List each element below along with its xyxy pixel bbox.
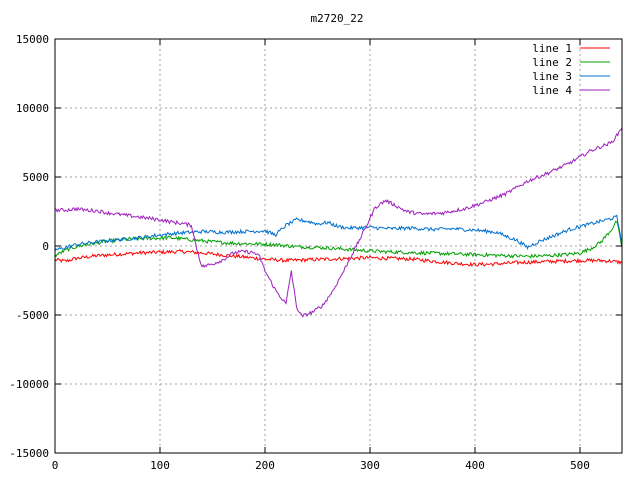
series-line-4 <box>54 127 623 318</box>
series-line-1 <box>54 248 623 267</box>
x-tick-label: 500 <box>570 459 590 472</box>
legend-label: line 3 <box>532 70 572 83</box>
legend-label: line 2 <box>532 56 572 69</box>
y-tick-label: 15000 <box>16 33 49 46</box>
chart-title: m2720_22 <box>311 12 364 25</box>
y-tick-label: -15000 <box>9 447 49 460</box>
series-line-3 <box>54 214 623 252</box>
y-tick-label: 5000 <box>23 171 50 184</box>
x-tick-label: 100 <box>150 459 170 472</box>
y-tick-label: 0 <box>42 240 49 253</box>
legend-label: line 1 <box>532 42 572 55</box>
x-tick-label: 400 <box>465 459 485 472</box>
y-tick-label: -5000 <box>16 309 49 322</box>
y-tick-label: 10000 <box>16 102 49 115</box>
x-tick-label: 0 <box>52 459 59 472</box>
axis-ticks <box>54 38 622 454</box>
x-tick-label: 300 <box>360 459 380 472</box>
series-lines <box>54 127 623 318</box>
y-tick-label: -10000 <box>9 378 49 391</box>
legend-label: line 4 <box>532 84 572 97</box>
x-tick-label: 200 <box>255 459 275 472</box>
axis-tick-labels: 0 100 200 300 400 500 -15000 -10000 -5000 0 5000 10… <box>9 33 590 472</box>
